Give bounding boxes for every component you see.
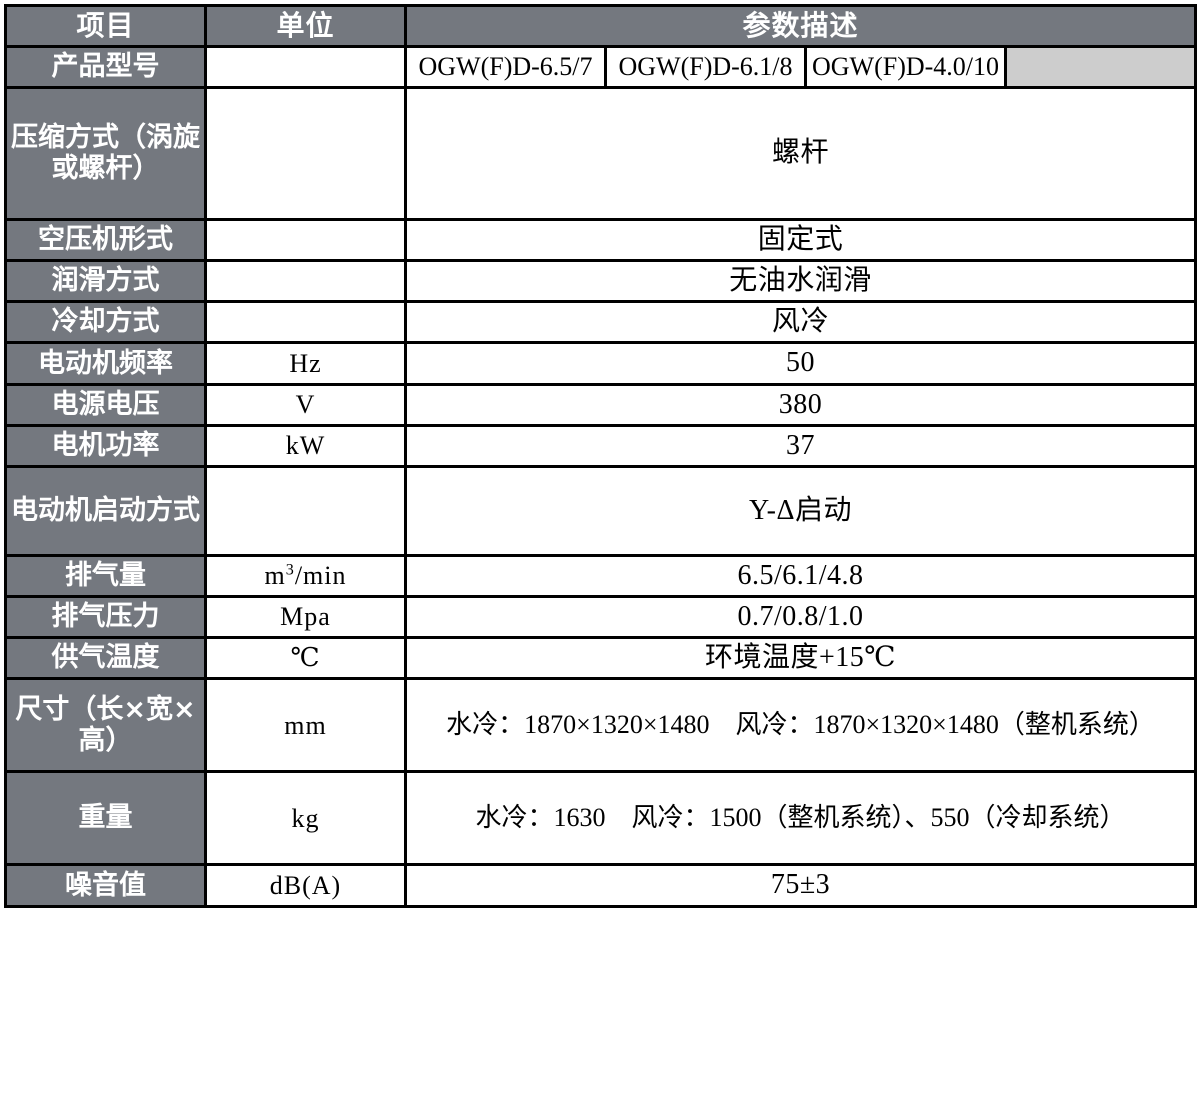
cell-model-1: OGW(F)D-6.5/7 bbox=[404, 45, 607, 89]
cell-lubrication-unit bbox=[204, 259, 407, 304]
cell-dimensions-value: 水冷：1870×1320×1480 风冷：1870×1320×1480（整机系统… bbox=[403, 677, 1198, 774]
table-row-motor-power: 电机功率 kW 37 bbox=[4, 423, 1198, 468]
table-row-motor-frequency: 电动机频率 Hz 50 bbox=[4, 341, 1198, 386]
table-row-dimensions: 尺寸（长×宽×高） mm 水冷：1870×1320×1480 风冷：1870×1… bbox=[4, 677, 1198, 774]
cell-motor-frequency-value: 50 bbox=[403, 341, 1198, 386]
table-row-air-displacement: 排气量 m3/min 6.5/6.1/4.8 bbox=[4, 553, 1198, 599]
cell-motor-frequency-unit: Hz bbox=[204, 341, 407, 386]
cell-discharge-pressure-unit: Mpa bbox=[204, 595, 407, 640]
cell-discharge-pressure-value: 0.7/0.8/1.0 bbox=[403, 595, 1198, 640]
cell-air-supply-temperature-unit: ℃ bbox=[204, 636, 407, 681]
cell-weight-unit: kg bbox=[204, 770, 407, 867]
cell-model-trailing-blank bbox=[1003, 45, 1198, 89]
unit-superscript: 3 bbox=[285, 561, 295, 579]
header-unit: 单位 bbox=[204, 3, 407, 49]
row-label-cooling: 冷却方式 bbox=[4, 300, 207, 345]
row-label-compression-type: 压缩方式（涡旋或螺杆） bbox=[4, 85, 207, 221]
cell-lubrication-value: 无油水润滑 bbox=[403, 259, 1198, 304]
row-label-product-model: 产品型号 bbox=[4, 45, 207, 89]
unit-base: m bbox=[264, 561, 286, 591]
cell-compressor-form-unit bbox=[204, 217, 407, 263]
cell-noise-level-unit: dB(A) bbox=[204, 863, 407, 908]
cell-motor-power-unit: kW bbox=[204, 423, 407, 468]
table-row-motor-start-method: 电动机启动方式 Y-Δ启动 bbox=[4, 464, 1198, 557]
row-label-discharge-pressure: 排气压力 bbox=[4, 595, 207, 640]
cell-supply-voltage-unit: V bbox=[204, 382, 407, 427]
cell-motor-start-method-value: Y-Δ启动 bbox=[403, 464, 1198, 557]
cell-model-2: OGW(F)D-6.1/8 bbox=[604, 45, 807, 89]
unit-tail: /min bbox=[294, 561, 347, 591]
table-row-air-supply-temperature: 供气温度 ℃ 环境温度+15℃ bbox=[4, 636, 1198, 681]
table-row-noise-level: 噪音值 dB(A) 75±3 bbox=[4, 863, 1198, 908]
cell-supply-voltage-value: 380 bbox=[403, 382, 1198, 427]
cell-noise-level-value: 75±3 bbox=[403, 863, 1198, 908]
specification-table: 项目 单位 参数描述 产品型号 OGW(F)D-6.5/7 OGW(F)D-6.… bbox=[4, 3, 1198, 908]
row-label-motor-start-method: 电动机启动方式 bbox=[4, 464, 207, 557]
row-label-lubrication: 润滑方式 bbox=[4, 259, 207, 304]
cell-compression-type-value: 螺杆 bbox=[403, 85, 1198, 221]
table-row-lubrication: 润滑方式 无油水润滑 bbox=[4, 259, 1198, 304]
table-row-weight: 重量 kg 水冷：1630 风冷：1500（整机系统）、550（冷却系统） bbox=[4, 770, 1198, 867]
table-row-discharge-pressure: 排气压力 Mpa 0.7/0.8/1.0 bbox=[4, 595, 1198, 640]
table-row-compression-type: 压缩方式（涡旋或螺杆） 螺杆 bbox=[4, 85, 1198, 221]
cell-dimensions-unit: mm bbox=[204, 677, 407, 774]
cell-air-displacement-unit: m3/min bbox=[204, 553, 407, 599]
cell-air-supply-temperature-value: 环境温度+15℃ bbox=[403, 636, 1198, 681]
cell-air-displacement-value: 6.5/6.1/4.8 bbox=[403, 553, 1198, 599]
cell-compression-type-unit bbox=[204, 85, 407, 221]
cell-weight-value: 水冷：1630 风冷：1500（整机系统）、550（冷却系统） bbox=[403, 770, 1198, 867]
cell-motor-power-value: 37 bbox=[403, 423, 1198, 468]
row-label-compressor-form: 空压机形式 bbox=[4, 217, 207, 263]
row-label-supply-voltage: 电源电压 bbox=[4, 382, 207, 427]
cell-cooling-value: 风冷 bbox=[403, 300, 1198, 345]
cell-model-3: OGW(F)D-4.0/10 bbox=[804, 45, 1007, 89]
table-header-row: 项目 单位 参数描述 bbox=[4, 3, 1198, 49]
table-row-cooling: 冷却方式 风冷 bbox=[4, 300, 1198, 345]
header-item: 项目 bbox=[4, 3, 207, 49]
table-body: 项目 单位 参数描述 产品型号 OGW(F)D-6.5/7 OGW(F)D-6.… bbox=[4, 3, 1198, 908]
row-label-weight: 重量 bbox=[4, 770, 207, 867]
row-label-motor-power: 电机功率 bbox=[4, 423, 207, 468]
header-parameter-description: 参数描述 bbox=[403, 3, 1198, 49]
row-label-air-displacement: 排气量 bbox=[4, 553, 207, 599]
cell-product-model-unit bbox=[204, 45, 407, 89]
table-row-compressor-form: 空压机形式 固定式 bbox=[4, 217, 1198, 263]
row-label-dimensions: 尺寸（长×宽×高） bbox=[4, 677, 207, 774]
cell-motor-start-method-unit bbox=[204, 464, 407, 557]
row-label-motor-frequency: 电动机频率 bbox=[4, 341, 207, 386]
row-label-air-supply-temperature: 供气温度 bbox=[4, 636, 207, 681]
cell-compressor-form-value: 固定式 bbox=[403, 217, 1198, 263]
row-label-noise-level: 噪音值 bbox=[4, 863, 207, 908]
table-row-supply-voltage: 电源电压 V 380 bbox=[4, 382, 1198, 427]
cell-cooling-unit bbox=[204, 300, 407, 345]
table-row-product-model: 产品型号 OGW(F)D-6.5/7 OGW(F)D-6.1/8 OGW(F)D… bbox=[4, 45, 1198, 89]
